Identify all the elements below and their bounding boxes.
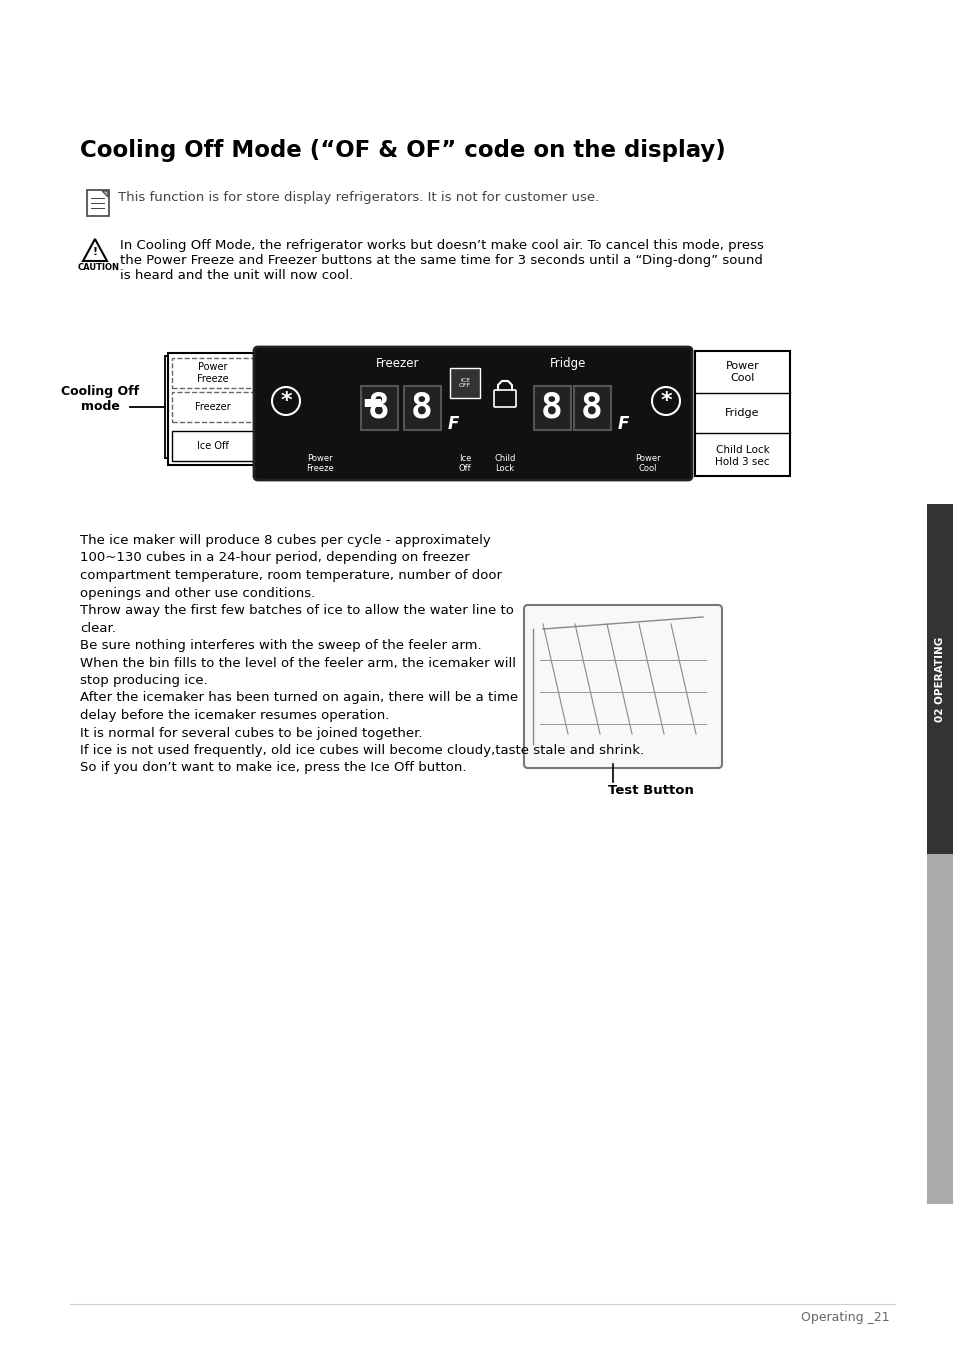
Text: So if you don’t want to make ice, press the Ice Off button.: So if you don’t want to make ice, press … — [80, 761, 466, 774]
Text: CAUTION: CAUTION — [78, 263, 120, 272]
Text: It is normal for several cubes to be joined together.: It is normal for several cubes to be joi… — [80, 727, 422, 739]
Text: When the bin fills to the level of the feeler arm, the icemaker will: When the bin fills to the level of the f… — [80, 657, 516, 669]
Text: Throw away the first few batches of ice to allow the water line to: Throw away the first few batches of ice … — [80, 604, 514, 617]
Text: Power
Cool: Power Cool — [635, 454, 660, 474]
Bar — [172, 431, 253, 460]
Text: Cooling Off
mode: Cooling Off mode — [61, 385, 139, 413]
Text: The ice maker will produce 8 cubes per cycle - approximately: The ice maker will produce 8 cubes per c… — [80, 533, 490, 547]
Text: the Power Freeze and Freezer buttons at the same time for 3 seconds until a “Din: the Power Freeze and Freezer buttons at … — [120, 255, 762, 267]
Text: Power
Freeze: Power Freeze — [197, 363, 229, 383]
Text: Cooling Off Mode (“OF & OF” code on the display): Cooling Off Mode (“OF & OF” code on the … — [80, 139, 725, 162]
Text: ICE
OFF: ICE OFF — [458, 378, 471, 389]
Text: *: * — [280, 391, 292, 412]
Text: F: F — [618, 414, 629, 433]
Text: 100~130 cubes in a 24-hour period, depending on freezer: 100~130 cubes in a 24-hour period, depen… — [80, 551, 469, 565]
Text: After the icemaker has been turned on again, there will be a time: After the icemaker has been turned on ag… — [80, 692, 517, 704]
Text: *: * — [659, 391, 671, 412]
Text: 02 OPERATING: 02 OPERATING — [934, 636, 944, 722]
Text: compartment temperature, room temperature, number of door: compartment temperature, room temperatur… — [80, 569, 501, 582]
Text: Fridge: Fridge — [724, 408, 759, 418]
Text: Child Lock
Hold 3 sec: Child Lock Hold 3 sec — [715, 445, 769, 467]
Text: Be sure nothing interferes with the sweep of the feeler arm.: Be sure nothing interferes with the swee… — [80, 639, 481, 653]
FancyBboxPatch shape — [403, 386, 440, 431]
Text: delay before the icemaker resumes operation.: delay before the icemaker resumes operat… — [80, 709, 389, 722]
Text: If ice is not used frequently, old ice cubes will become cloudy,taste stale and : If ice is not used frequently, old ice c… — [80, 743, 643, 757]
Text: Freezer: Freezer — [375, 357, 419, 370]
Text: 8: 8 — [580, 391, 602, 425]
Text: Ice Off: Ice Off — [197, 441, 229, 451]
Bar — [168, 353, 257, 464]
Text: Ice
Off: Ice Off — [458, 454, 471, 474]
Text: Fridge: Fridge — [549, 357, 585, 370]
Text: openings and other use conditions.: openings and other use conditions. — [80, 586, 314, 600]
Polygon shape — [83, 240, 107, 261]
Text: This function is for store display refrigerators. It is not for customer use.: This function is for store display refri… — [118, 191, 598, 204]
Text: Child
Lock: Child Lock — [494, 454, 516, 474]
FancyBboxPatch shape — [87, 190, 109, 217]
FancyBboxPatch shape — [450, 368, 479, 398]
Text: 8: 8 — [368, 391, 390, 425]
Text: Operating _21: Operating _21 — [801, 1311, 889, 1324]
Text: -: - — [355, 378, 388, 431]
FancyBboxPatch shape — [534, 386, 571, 431]
Text: F: F — [448, 414, 459, 433]
Bar — [926, 854, 953, 1204]
Text: 8: 8 — [411, 391, 433, 425]
Text: 8: 8 — [540, 391, 562, 425]
FancyBboxPatch shape — [574, 386, 610, 431]
Text: In Cooling Off Mode, the refrigerator works but doesn’t make cool air. To cancel: In Cooling Off Mode, the refrigerator wo… — [120, 240, 763, 252]
Text: clear.: clear. — [80, 621, 115, 635]
Polygon shape — [102, 191, 108, 196]
Text: Freezer: Freezer — [195, 402, 231, 412]
Text: Power
Freeze: Power Freeze — [306, 454, 334, 474]
FancyBboxPatch shape — [523, 605, 721, 768]
Text: Power
Cool: Power Cool — [725, 362, 759, 383]
FancyBboxPatch shape — [253, 347, 691, 481]
Text: is heard and the unit will now cool.: is heard and the unit will now cool. — [120, 269, 353, 282]
Text: !: ! — [92, 246, 97, 257]
FancyBboxPatch shape — [360, 386, 397, 431]
Bar — [172, 393, 253, 422]
Bar — [172, 357, 253, 389]
FancyBboxPatch shape — [494, 390, 516, 408]
Text: stop producing ice.: stop producing ice. — [80, 674, 208, 686]
Bar — [926, 504, 953, 854]
Bar — [695, 351, 789, 477]
Text: Test Button: Test Button — [608, 784, 694, 798]
